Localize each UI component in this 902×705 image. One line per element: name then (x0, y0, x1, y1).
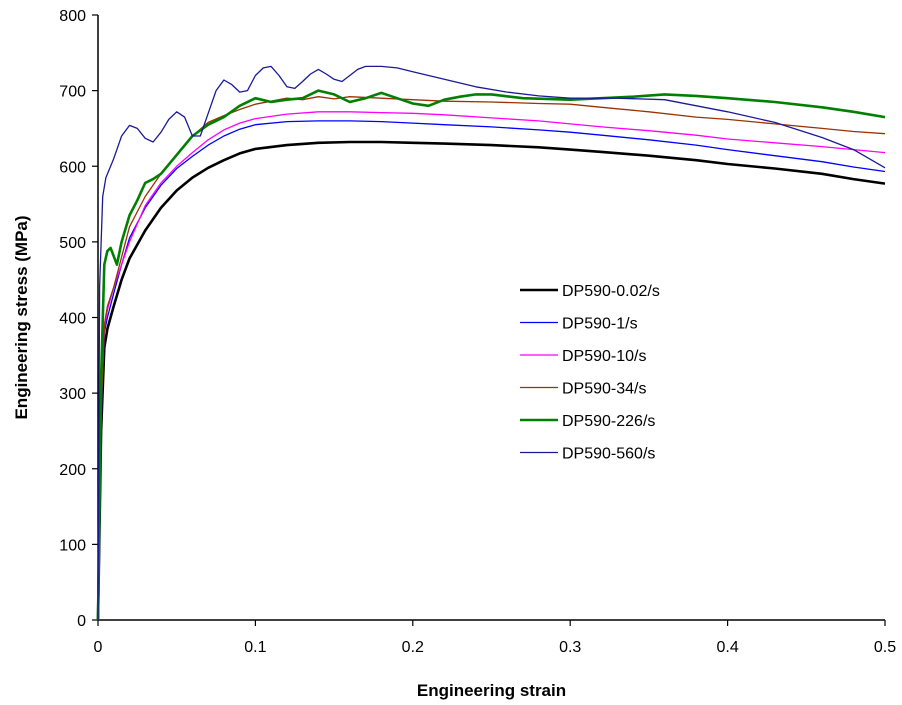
series-line-3 (97, 96, 886, 621)
legend-label-1: DP590-1/s (562, 316, 638, 333)
y-tick-label: 700 (59, 84, 86, 101)
y-tick-label: 500 (59, 235, 86, 252)
y-tick-label: 0 (77, 613, 86, 630)
x-tick-label: 0.2 (402, 639, 424, 656)
x-tick-label: 0.5 (874, 639, 896, 656)
y-tick-label: 400 (59, 311, 86, 328)
y-tick-label: 100 (59, 537, 86, 554)
x-tick-label: 0.3 (559, 639, 581, 656)
legend-label-4: DP590-226/s (562, 413, 655, 430)
series-line-4 (96, 89, 886, 621)
x-tick-label: 0.4 (716, 639, 738, 656)
legend-label-3: DP590-34/s (562, 381, 647, 398)
series-line-5 (97, 65, 886, 621)
legend-label-5: DP590-560/s (562, 446, 655, 463)
y-tick-label: 800 (59, 8, 86, 25)
y-tick-label: 300 (59, 386, 86, 403)
y-tick-label: 600 (59, 159, 86, 176)
x-tick-label: 0.1 (244, 639, 266, 656)
series-line-2 (97, 111, 886, 621)
series-line-1 (97, 120, 886, 621)
series-layer (96, 65, 886, 621)
x-tick-label: 0 (94, 639, 103, 656)
legend-label-0: DP590-0.02/s (562, 283, 660, 300)
legend-label-2: DP590-10/s (562, 348, 647, 365)
y-axis-ticks: 0 100 200 300 400 500 600 700 800 (59, 8, 98, 630)
y-axis-title: Engineering stress (MPa) (12, 215, 31, 419)
series-line-0 (96, 140, 886, 621)
x-axis-ticks: 0 0.1 0.2 0.3 0.4 0.5 (94, 620, 896, 656)
x-axis-title: Engineering strain (417, 681, 566, 700)
y-tick-label: 200 (59, 462, 86, 479)
legend: DP590-0.02/s DP590-1/s DP590-10/s DP590-34/… (520, 283, 660, 463)
plot-frame (97, 15, 885, 621)
